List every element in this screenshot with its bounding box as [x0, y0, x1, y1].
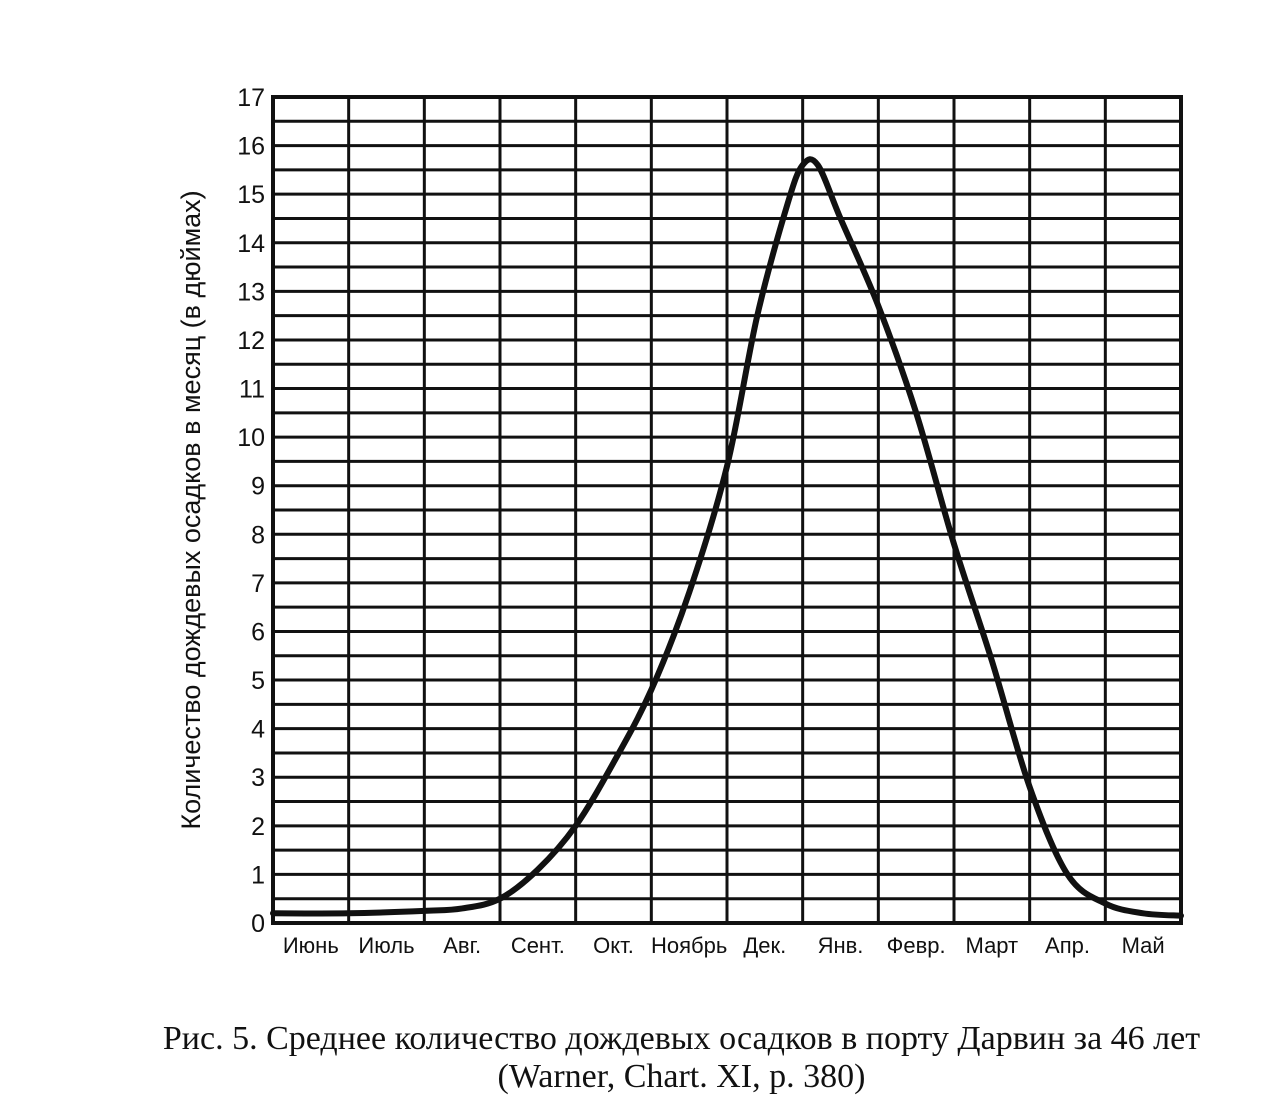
data-point — [462, 908, 463, 909]
y-tick-label: 0 — [251, 910, 265, 938]
x-tick-label: Авг. — [443, 933, 481, 958]
y-tick-label: 10 — [237, 424, 265, 452]
series-line — [270, 156, 1184, 919]
y-tick-label: 12 — [237, 327, 265, 355]
data-point — [537, 869, 538, 870]
data-point — [954, 544, 955, 545]
y-tick-label: 17 — [237, 84, 265, 112]
y-tick-label: 14 — [237, 230, 265, 258]
x-tick-label: Дек. — [743, 933, 786, 958]
data-point — [991, 660, 992, 661]
data-point — [878, 305, 879, 306]
data-point — [757, 315, 758, 316]
grid — [273, 97, 1181, 923]
data-point — [817, 165, 818, 166]
y-tick-label: 15 — [237, 181, 265, 209]
figure-caption-line1: Рис. 5. Среднее количество дождевых осад… — [162, 1020, 1201, 1057]
data-point — [916, 412, 917, 413]
data-point — [424, 910, 425, 911]
data-point — [651, 689, 652, 690]
data-point — [1029, 786, 1030, 787]
data-point — [613, 762, 614, 763]
data-point — [348, 913, 349, 914]
figure-caption-line2: (Warner, Chart. XI, p. 380) — [497, 1058, 866, 1095]
x-tick-label: Февр. — [887, 933, 946, 958]
data-point — [1143, 913, 1144, 914]
data-point — [273, 913, 274, 914]
y-tick-label: 3 — [251, 764, 265, 792]
x-tick-label: Окт. — [593, 933, 634, 958]
y-tick-label: 7 — [251, 570, 265, 598]
y-tick-label: 4 — [251, 716, 265, 744]
data-point — [787, 203, 788, 204]
x-tick-label: Май — [1122, 933, 1165, 958]
plot-border — [271, 95, 1183, 925]
data-point — [1181, 915, 1182, 916]
y-tick-label: 6 — [251, 618, 265, 646]
rainfall-line — [270, 156, 1184, 919]
data-point — [500, 898, 501, 899]
y-tick-label: 9 — [251, 473, 265, 501]
x-tick-label: Сент. — [511, 933, 565, 958]
x-tick-labels: Июнь Июль Авг. Сент. Окт. Ноябрь Дек. Янв. Февр.… — [283, 933, 1165, 958]
y-tick-label: 16 — [237, 133, 265, 161]
y-tick-label: 2 — [251, 813, 265, 841]
y-tick-label: 1 — [251, 861, 265, 889]
y-axis-label: Количество дождевых осадков в месяц (в д… — [176, 190, 206, 830]
y-tick-label: 5 — [251, 667, 265, 695]
data-point — [1105, 903, 1106, 904]
data-point — [689, 592, 690, 593]
x-tick-label: Янв. — [818, 933, 864, 958]
x-tick-label: Апр. — [1045, 933, 1090, 958]
x-tick-label: Март — [966, 933, 1019, 958]
data-point — [840, 218, 841, 219]
y-tick-label: 8 — [251, 521, 265, 549]
plot-frame — [271, 95, 1183, 925]
x-tick-label: Ноябрь — [651, 933, 727, 958]
data-point — [575, 825, 576, 826]
data-point — [1067, 874, 1068, 875]
data-point — [727, 466, 728, 467]
y-tick-label: 13 — [237, 278, 265, 306]
y-tick-label: 11 — [239, 376, 265, 404]
x-tick-label: Июнь — [283, 933, 339, 958]
x-tick-label: Июль — [358, 933, 414, 958]
data-point — [802, 165, 803, 166]
